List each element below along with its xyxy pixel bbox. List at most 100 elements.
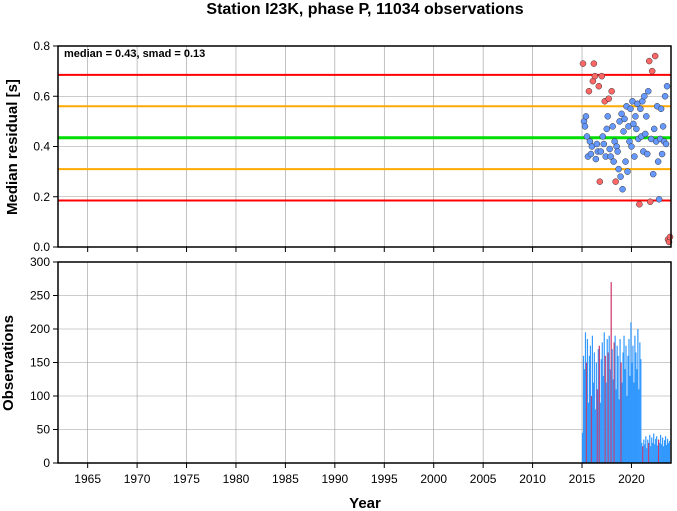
observation-bar <box>655 438 657 463</box>
top-scatter-points <box>579 52 674 246</box>
observation-bar <box>589 345 592 463</box>
residual-point <box>657 105 665 113</box>
bottom-y-tick-label: 300 <box>30 255 50 269</box>
observation-bar <box>649 434 651 463</box>
bottom-y-axis: 0 50 100 150 200 250 300 <box>30 255 58 470</box>
observation-bar <box>635 352 637 463</box>
residual-point <box>637 105 644 113</box>
outlier-point <box>651 52 659 60</box>
observation-bar <box>594 409 596 463</box>
observation-bar <box>592 382 594 463</box>
observation-bar <box>647 439 649 463</box>
observation-bar <box>640 359 642 463</box>
outlier-point <box>605 95 612 103</box>
observation-bar <box>582 355 585 463</box>
outlier-point <box>596 178 604 185</box>
residual-point <box>650 125 658 133</box>
top-gridlines <box>58 46 671 247</box>
outlier-point <box>646 198 654 206</box>
residual-point <box>632 113 639 120</box>
outlier-point <box>666 233 674 241</box>
x-axis-label: Year <box>349 495 381 511</box>
bottom-y-tick-label: 150 <box>30 356 50 370</box>
observation-bar <box>634 335 636 463</box>
stats-annotation: median = 0.43, smad = 0.13 <box>64 48 205 60</box>
x-tick-label: 1980 <box>223 472 250 486</box>
residual-point <box>620 128 627 135</box>
x-tick-label: 1975 <box>173 472 200 486</box>
residual-point <box>615 165 622 173</box>
observation-bar <box>629 375 631 463</box>
top-y-tick-label: 0.2 <box>33 190 50 204</box>
observation-bar <box>595 362 597 463</box>
outlier-point <box>590 60 598 67</box>
observation-bar <box>587 402 590 463</box>
observation-bar <box>598 345 600 463</box>
residual-point <box>631 153 638 160</box>
observation-bar <box>653 433 655 463</box>
observation-bar <box>623 335 625 463</box>
observation-bar <box>631 362 633 463</box>
observation-bar <box>590 396 593 463</box>
residual-point <box>622 158 629 165</box>
observation-bar <box>639 342 641 463</box>
outlier-point <box>636 201 643 208</box>
outlier-point <box>598 72 606 80</box>
observation-bar <box>667 442 670 463</box>
observation-bar <box>663 440 666 463</box>
x-tick-label: 1965 <box>74 472 101 486</box>
observation-bar <box>619 339 621 463</box>
outlier-point <box>648 67 656 75</box>
observation-bar <box>660 434 662 463</box>
observation-bar <box>662 446 665 463</box>
observation-bar <box>602 375 604 463</box>
outlier-point <box>595 82 603 90</box>
residual-point <box>609 123 616 130</box>
observation-bar <box>615 389 617 463</box>
residual-point <box>582 113 590 120</box>
x-tick-label: 1970 <box>124 472 151 486</box>
bottom-y-tick-label: 50 <box>37 423 51 437</box>
observation-bar <box>596 389 598 463</box>
top-y-axis: 0.0 0.2 0.4 0.6 0.8 <box>33 39 58 254</box>
residual-point <box>627 105 634 113</box>
residual-point <box>630 120 637 128</box>
observation-bar <box>584 332 587 463</box>
observation-bar <box>652 442 654 463</box>
residual-point <box>624 168 631 175</box>
observation-bar <box>591 335 593 463</box>
observation-bar <box>654 444 656 463</box>
observation-bar <box>651 437 653 463</box>
residual-point <box>633 125 640 133</box>
x-tick-label: 1995 <box>371 472 398 486</box>
observation-bar <box>658 439 660 463</box>
observation-bar <box>604 355 606 463</box>
residual-point <box>610 158 617 165</box>
observation-bar <box>668 440 671 463</box>
residual-point <box>607 153 614 160</box>
bottom-y-tick-label: 100 <box>30 389 50 403</box>
observation-bar <box>601 342 603 463</box>
observation-bar <box>600 359 602 463</box>
x-tick-label: 2015 <box>569 472 596 486</box>
observation-bar <box>609 369 611 463</box>
observation-bar <box>603 332 605 463</box>
observation-bar <box>633 382 635 463</box>
bottom-bars <box>581 282 671 463</box>
observation-bar <box>648 442 650 463</box>
observation-bar <box>616 345 618 463</box>
observation-bar <box>610 282 612 463</box>
residual-point <box>614 148 621 155</box>
observation-bar <box>614 335 616 463</box>
observation-bar <box>637 329 639 463</box>
observation-bar <box>632 345 634 463</box>
observation-bar <box>646 448 648 463</box>
observation-bar <box>650 446 652 463</box>
residual-point <box>618 110 625 118</box>
observation-bar <box>642 446 644 463</box>
residual-point <box>604 113 611 120</box>
observation-bar <box>645 436 647 463</box>
observation-bar <box>620 362 622 463</box>
observation-bar <box>617 355 619 463</box>
observation-bar <box>636 369 638 463</box>
